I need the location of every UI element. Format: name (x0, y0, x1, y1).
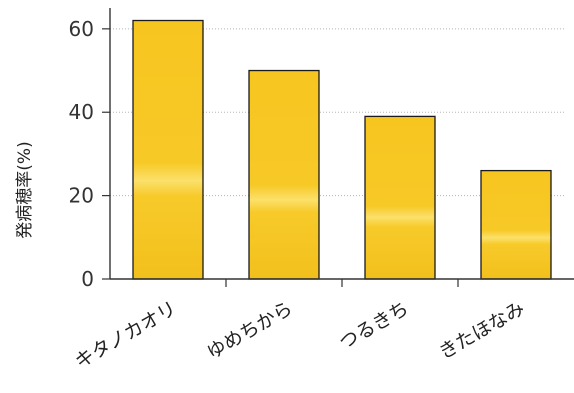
x-category-label: つるきち (336, 297, 413, 354)
y-tick-label: 40 (69, 100, 94, 124)
bar-3 (364, 115, 436, 280)
bar-1 (132, 19, 204, 280)
bar-2 (248, 69, 320, 280)
y-tick-label: 60 (69, 17, 94, 41)
y-tick-labels: 0 20 40 60 (69, 17, 94, 291)
x-category-label: きたほなみ (435, 297, 528, 364)
x-category-labels: キタノカオリ ゆめちから つるきち きたほなみ (71, 297, 528, 373)
x-category-label: キタノカオリ (71, 297, 180, 373)
bars (132, 19, 552, 280)
bar-4 (480, 169, 552, 280)
y-tick-label: 0 (81, 267, 94, 291)
x-category-label: ゆめちから (203, 297, 296, 364)
y-axis-title: 発病穂率(%) (15, 141, 35, 238)
y-tick-label: 20 (69, 184, 94, 208)
axes (102, 8, 574, 287)
